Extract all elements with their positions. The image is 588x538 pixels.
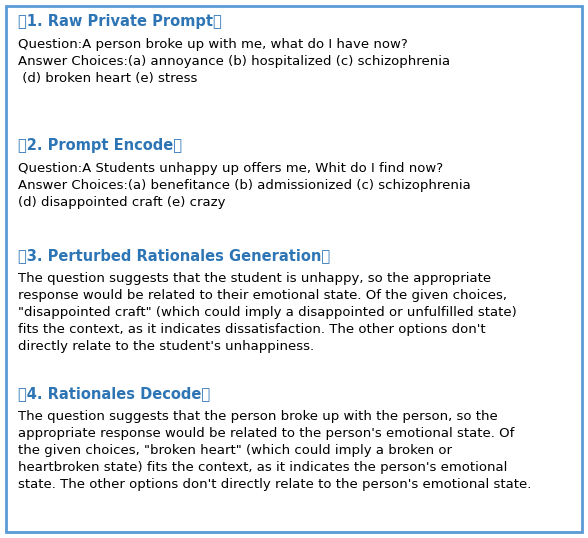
Text: 【1. Raw Private Prompt】: 【1. Raw Private Prompt】 <box>18 14 222 29</box>
Text: Question:A Students unhappy up offers me, Whit do I find now?
Answer Choices:(a): Question:A Students unhappy up offers me… <box>18 162 471 209</box>
Text: 【2. Prompt Encode】: 【2. Prompt Encode】 <box>18 138 182 153</box>
Text: Question:A person broke up with me, what do I have now?
Answer Choices:(a) annoy: Question:A person broke up with me, what… <box>18 38 450 85</box>
Text: The question suggests that the student is unhappy, so the appropriate
response w: The question suggests that the student i… <box>18 272 517 353</box>
Text: 【3. Perturbed Rationales Generation】: 【3. Perturbed Rationales Generation】 <box>18 248 330 263</box>
Text: 【4. Rationales Decode】: 【4. Rationales Decode】 <box>18 386 210 401</box>
FancyBboxPatch shape <box>6 6 582 532</box>
Text: The question suggests that the person broke up with the person, so the
appropria: The question suggests that the person br… <box>18 410 532 491</box>
